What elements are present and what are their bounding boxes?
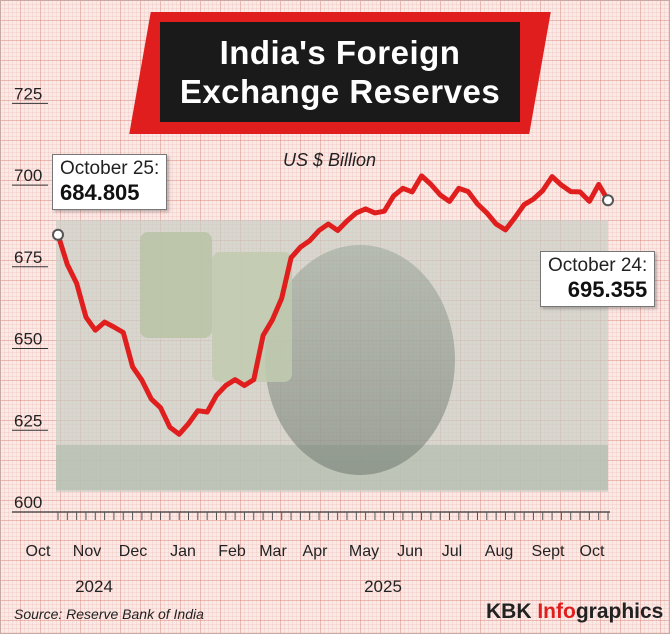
x-month-label: Apr [303, 543, 329, 560]
start-point-marker [52, 228, 64, 241]
unit-subtitle: US $ Billion [283, 150, 377, 170]
x-month-label: Oct [580, 543, 605, 560]
series-line [55, 173, 611, 437]
start-value-callout: October 25: 684.805 [52, 154, 168, 210]
y-tick-label: 675 [14, 248, 42, 267]
start-callout-value: 684.805 [60, 180, 140, 205]
x-month-label: May [349, 543, 379, 560]
x-month-label: Jul [442, 543, 462, 560]
end-callout-label: October 24: [548, 255, 648, 276]
x-month-label: Feb [218, 543, 246, 560]
y-tick-label: 650 [14, 330, 42, 349]
brand-logo: KBK Infographics [486, 600, 663, 624]
brand-highlight: Info [537, 600, 576, 623]
end-callout-value: 695.355 [567, 277, 648, 302]
x-month-label: Sept [532, 543, 565, 560]
title-line-1: India's Foreign [219, 34, 461, 71]
x-month-label: Jun [397, 543, 423, 560]
end-value-callout: October 24: 695.355 [540, 251, 656, 307]
x-month-label: Jan [170, 543, 196, 560]
chart-title: India's Foreign Exchange Reserves [160, 22, 520, 122]
plot-group [52, 173, 614, 437]
x-month-label: Dec [119, 543, 147, 560]
axes-group: 600 625 650 675 700 725 Oct Nov Dec Jan Feb Mar Apr M… [12, 84, 610, 596]
x-month-label: Nov [73, 543, 101, 560]
y-tick-label: 600 [14, 493, 42, 512]
y-tick-label: 700 [14, 166, 42, 185]
title-line-2: Exchange Reserves [179, 73, 501, 110]
money-roll-left [140, 232, 212, 338]
y-tick-label: 625 [14, 411, 42, 430]
money-roll-right [212, 252, 292, 382]
start-callout-label: October 25: [60, 158, 160, 179]
portrait-illustration [265, 245, 455, 475]
x-month-label: Oct [26, 543, 51, 560]
x-year-label: 2025 [364, 577, 402, 596]
x-month-label: Aug [485, 543, 513, 560]
x-year-label: 2024 [75, 577, 113, 596]
y-tick-label: 725 [14, 84, 42, 103]
source-note: Source: Reserve Bank of India [14, 606, 204, 622]
x-month-label: Mar [259, 543, 287, 560]
end-point-marker [602, 194, 614, 207]
brand-prefix: KBK [486, 600, 538, 623]
brand-suffix: graphics [575, 600, 664, 623]
